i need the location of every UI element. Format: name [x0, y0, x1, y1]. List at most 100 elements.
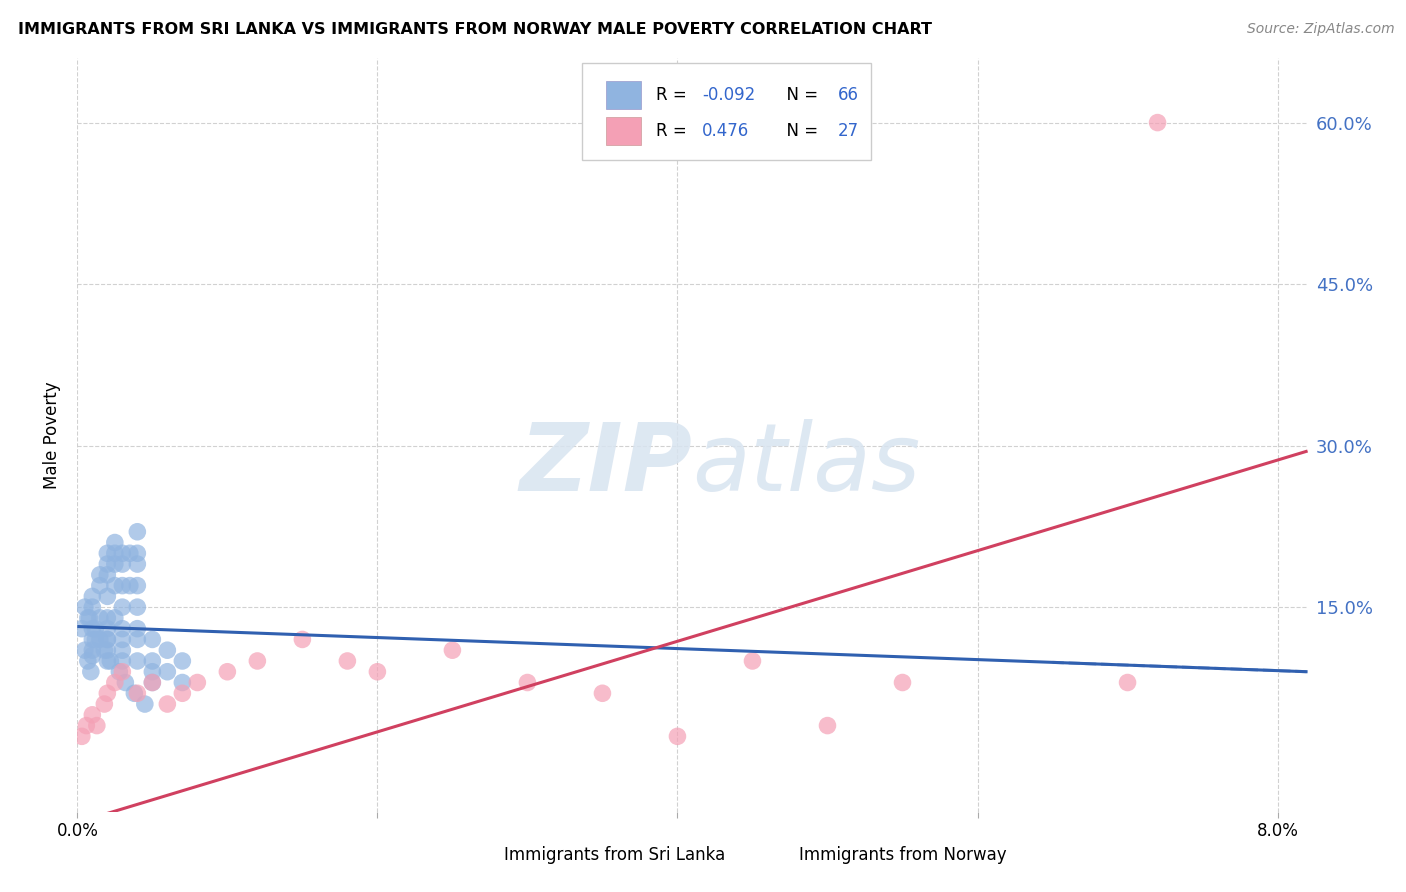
- Point: [127, 600, 149, 615]
- Point: [127, 524, 149, 539]
- Point: [172, 686, 194, 700]
- Point: [104, 557, 127, 571]
- Point: [93, 643, 115, 657]
- Point: [666, 730, 689, 744]
- Point: [111, 578, 134, 592]
- Point: [111, 546, 134, 560]
- Point: [111, 600, 134, 615]
- Point: [96, 632, 118, 647]
- Point: [1116, 675, 1139, 690]
- Point: [591, 686, 613, 700]
- Point: [1146, 115, 1168, 129]
- Point: [82, 632, 104, 647]
- Point: [96, 622, 118, 636]
- Point: [82, 643, 104, 657]
- Point: [86, 718, 108, 732]
- Point: [82, 600, 104, 615]
- Point: [96, 567, 118, 582]
- Point: [93, 697, 115, 711]
- Point: [741, 654, 763, 668]
- Point: [366, 665, 388, 679]
- Point: [104, 611, 127, 625]
- Point: [82, 648, 104, 663]
- Point: [141, 654, 163, 668]
- Point: [111, 643, 134, 657]
- Point: [127, 546, 149, 560]
- Text: Immigrants from Norway: Immigrants from Norway: [800, 846, 1007, 863]
- Point: [96, 643, 118, 657]
- Point: [118, 546, 141, 560]
- Point: [96, 557, 118, 571]
- Point: [104, 675, 127, 690]
- Point: [891, 675, 914, 690]
- Point: [186, 675, 208, 690]
- Point: [79, 611, 101, 625]
- Point: [127, 654, 149, 668]
- Point: [336, 654, 359, 668]
- Point: [156, 665, 179, 679]
- FancyBboxPatch shape: [582, 63, 870, 160]
- Point: [172, 654, 194, 668]
- Point: [73, 600, 96, 615]
- Point: [291, 632, 314, 647]
- Point: [111, 654, 134, 668]
- FancyBboxPatch shape: [754, 847, 785, 863]
- Point: [114, 675, 136, 690]
- Text: R =: R =: [655, 122, 697, 140]
- Text: Source: ZipAtlas.com: Source: ZipAtlas.com: [1247, 22, 1395, 37]
- Point: [141, 665, 163, 679]
- Point: [111, 665, 134, 679]
- Text: 0.476: 0.476: [703, 122, 749, 140]
- Text: R =: R =: [655, 86, 692, 103]
- Point: [84, 632, 107, 647]
- Point: [104, 546, 127, 560]
- Point: [96, 590, 118, 604]
- Point: [89, 578, 111, 592]
- Point: [127, 632, 149, 647]
- Point: [96, 686, 118, 700]
- Text: -0.092: -0.092: [703, 86, 755, 103]
- Point: [96, 546, 118, 560]
- Point: [246, 654, 269, 668]
- Point: [108, 665, 131, 679]
- Point: [111, 632, 134, 647]
- Point: [441, 643, 464, 657]
- Point: [89, 611, 111, 625]
- Point: [141, 675, 163, 690]
- Point: [111, 557, 134, 571]
- Text: IMMIGRANTS FROM SRI LANKA VS IMMIGRANTS FROM NORWAY MALE POVERTY CORRELATION CHA: IMMIGRANTS FROM SRI LANKA VS IMMIGRANTS …: [18, 22, 932, 37]
- Point: [127, 578, 149, 592]
- Point: [89, 567, 111, 582]
- Point: [84, 622, 107, 636]
- Point: [82, 622, 104, 636]
- Point: [127, 686, 149, 700]
- Point: [80, 665, 103, 679]
- Text: 66: 66: [838, 86, 859, 103]
- Point: [118, 578, 141, 592]
- Point: [82, 590, 104, 604]
- Point: [89, 632, 111, 647]
- FancyBboxPatch shape: [458, 847, 489, 863]
- Text: N =: N =: [776, 122, 824, 140]
- Point: [134, 697, 156, 711]
- Point: [76, 654, 98, 668]
- Point: [172, 675, 194, 690]
- Point: [156, 643, 179, 657]
- Point: [817, 718, 839, 732]
- Point: [141, 632, 163, 647]
- Point: [70, 730, 93, 744]
- Point: [156, 697, 179, 711]
- Point: [98, 654, 121, 668]
- Y-axis label: Male Poverty: Male Poverty: [44, 381, 62, 489]
- Text: Immigrants from Sri Lanka: Immigrants from Sri Lanka: [505, 846, 725, 863]
- Point: [75, 718, 97, 732]
- Point: [96, 611, 118, 625]
- Text: 27: 27: [838, 122, 859, 140]
- Point: [70, 622, 93, 636]
- Point: [127, 557, 149, 571]
- Text: ZIP: ZIP: [520, 419, 693, 511]
- Text: atlas: atlas: [693, 419, 921, 510]
- Point: [141, 675, 163, 690]
- Point: [96, 632, 118, 647]
- FancyBboxPatch shape: [606, 80, 641, 109]
